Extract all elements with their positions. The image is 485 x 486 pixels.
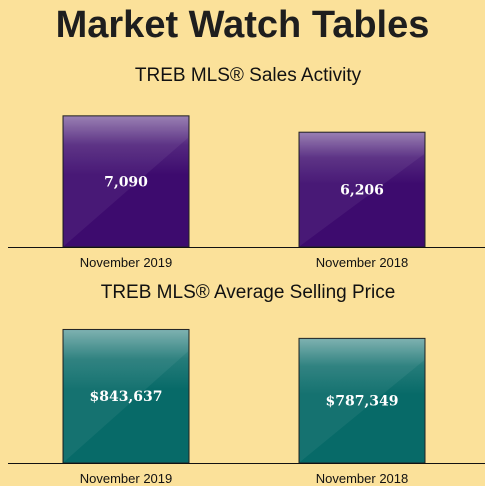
bar-group bbox=[62, 328, 190, 464]
average-price-chart: $843,637 November 2019 $787,349 November 20… bbox=[8, 328, 485, 486]
bar bbox=[298, 337, 426, 464]
category-label: November 2018 bbox=[316, 255, 409, 270]
category-label: November 2019 bbox=[80, 471, 173, 486]
bar bbox=[62, 115, 190, 248]
bar-highlight bbox=[300, 339, 424, 462]
category-label: November 2018 bbox=[316, 471, 409, 486]
sales-activity-chart-title: TREB MLS® Sales Activity bbox=[134, 65, 362, 86]
sales-activity-chart: 7,090 November 2019 6,206 November 2018 bbox=[8, 115, 485, 270]
bar-highlight bbox=[300, 133, 424, 246]
bar-highlight bbox=[64, 330, 188, 462]
bar bbox=[62, 328, 190, 464]
average-price-chart-title: TREB MLS® Average Selling Price bbox=[100, 282, 396, 303]
bar-group bbox=[298, 131, 426, 248]
bar-value-label: $787,349 bbox=[325, 394, 398, 410]
bar-value-label: 7,090 bbox=[104, 174, 148, 190]
bar-group bbox=[62, 115, 190, 248]
page-title: Market Watch Tables bbox=[55, 4, 430, 46]
bar-highlight bbox=[64, 116, 188, 247]
bar-group bbox=[298, 337, 426, 464]
bar bbox=[298, 131, 426, 248]
bar-value-label: 6,206 bbox=[340, 183, 384, 199]
bar-value-label: $843,637 bbox=[89, 389, 162, 405]
category-label: November 2019 bbox=[80, 255, 173, 270]
